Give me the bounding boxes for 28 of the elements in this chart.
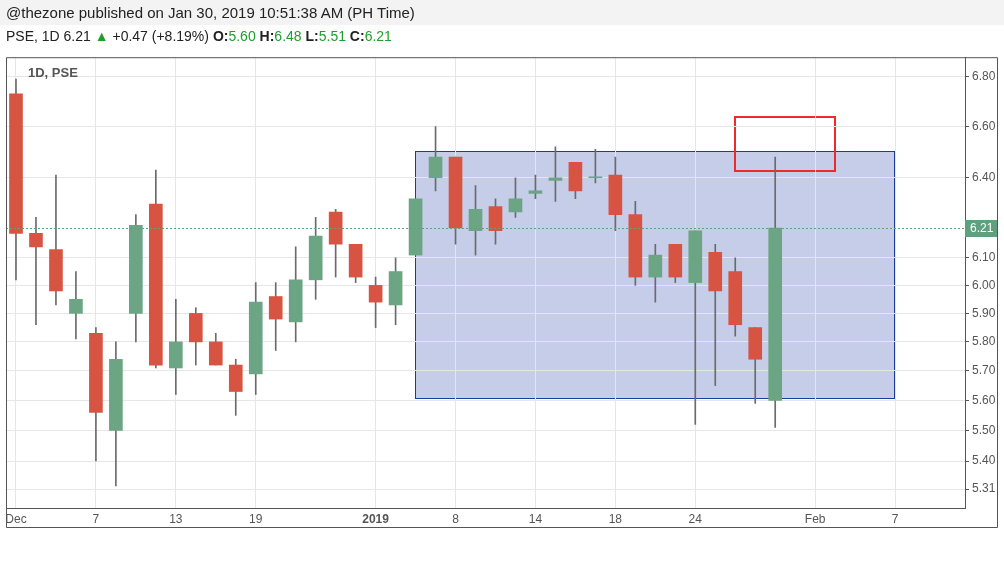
y-tick-label: 6.60 <box>972 118 996 133</box>
text: @thezone published on Jan 30, 2019 10:51:38 AM (PH Time) <box>0 0 1004 25</box>
y-tick-label: 5.90 <box>972 305 996 320</box>
x-tick-label: Feb <box>804 511 826 526</box>
x-tick-label: 19 <box>249 511 263 526</box>
x-tick-label: 2019 <box>362 511 390 526</box>
y-tick-label: 5.31 <box>972 481 996 496</box>
x-tick-label: 24 <box>688 511 703 526</box>
y-tick-label: 5.40 <box>972 453 996 468</box>
text: 1D, PSE <box>28 65 79 81</box>
x-tick-label: 13 <box>169 511 183 526</box>
x-tick-label: 7 <box>92 511 100 526</box>
x-tick-label: 8 <box>452 511 460 526</box>
x-tick-label: 7 <box>891 511 899 526</box>
candlestick <box>29 216 43 326</box>
candlestick <box>69 271 83 340</box>
text: PSE, 1D 6.21 ▲ +0.47 (+8.19%) O:5.60 H:6.48 L:5.51 C:6.21 <box>6 28 392 44</box>
x-tick-label: 18 <box>608 511 623 526</box>
y-tick-label: 5.70 <box>972 363 996 378</box>
y-tick-label: 6.80 <box>972 69 996 84</box>
ref-line-label: 6.21 <box>970 221 994 236</box>
y-tick-label: 6.40 <box>972 170 996 185</box>
y-tick-label: 6.00 <box>972 277 996 292</box>
x-tick-label: 14 <box>528 511 543 526</box>
y-tick-label: 5.50 <box>972 422 996 437</box>
y-tick-label: 5.60 <box>972 392 996 407</box>
y-tick-label: 6.10 <box>972 250 996 265</box>
y-tick-label: 5.80 <box>972 334 996 349</box>
